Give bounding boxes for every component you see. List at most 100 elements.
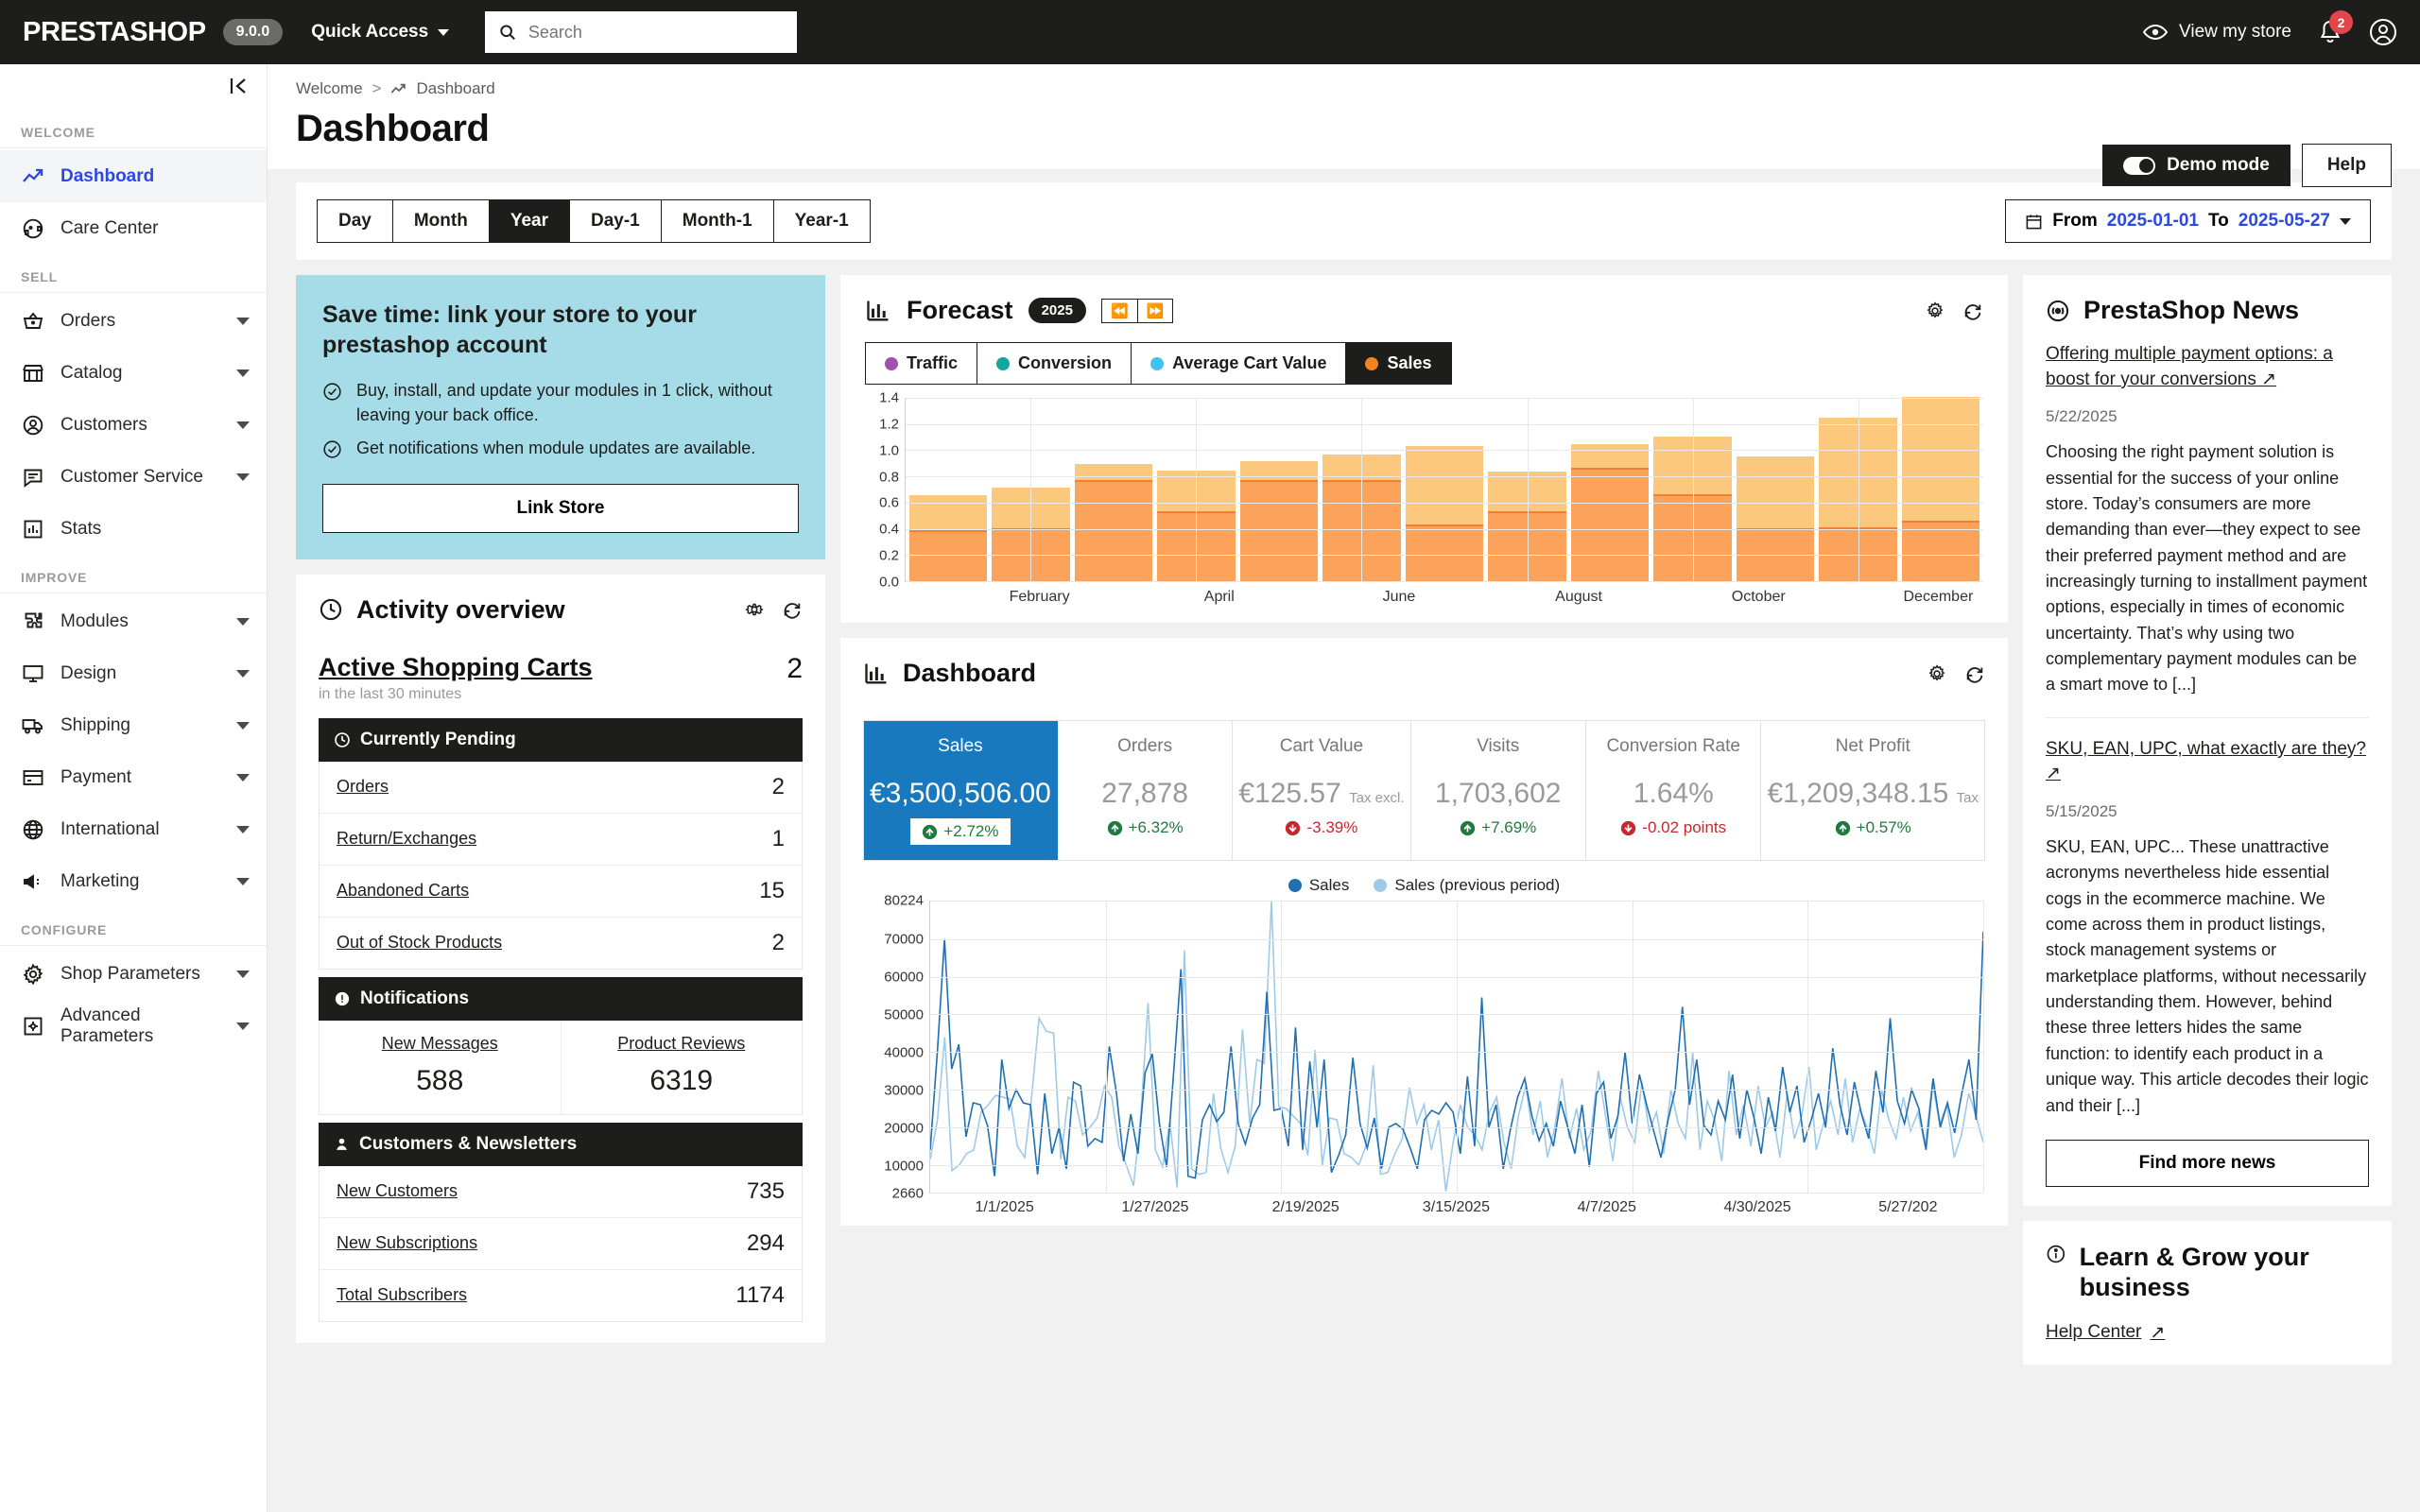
sidebar-item-marketing[interactable]: Marketing bbox=[0, 855, 267, 907]
sidebar-item-shop-parameters[interactable]: Shop Parameters bbox=[0, 948, 267, 1000]
bar[interactable] bbox=[1570, 444, 1650, 581]
info-circle-icon bbox=[2047, 1245, 2066, 1263]
sidebar-item-orders[interactable]: Orders bbox=[0, 295, 267, 347]
period-button-month-1[interactable]: Month-1 bbox=[661, 200, 774, 242]
legend-label: Sales bbox=[1308, 876, 1350, 894]
user-account-button[interactable] bbox=[2369, 18, 2397, 46]
bar[interactable] bbox=[1819, 418, 1897, 581]
gear-icon[interactable] bbox=[744, 599, 765, 620]
sidebar-item-modules[interactable]: Modules bbox=[0, 595, 267, 647]
bar[interactable] bbox=[1239, 461, 1319, 581]
list-item[interactable]: Out of Stock Products 2 bbox=[320, 918, 802, 969]
search-box[interactable] bbox=[485, 11, 798, 53]
sidebar-item-customer-service[interactable]: Customer Service bbox=[0, 451, 267, 503]
x-axis-labels: 1/1/2025 1/27/2025 2/19/2025 3/15/2025 4/7/2… bbox=[865, 1199, 1983, 1216]
sidebar-item-stats[interactable]: Stats bbox=[0, 503, 267, 555]
list-item[interactable]: New Customers 735 bbox=[320, 1166, 802, 1218]
notifications-button[interactable]: 2 bbox=[2318, 10, 2353, 45]
list-item[interactable]: Return/Exchanges 1 bbox=[320, 814, 802, 866]
row-label[interactable]: Out of Stock Products bbox=[337, 933, 503, 953]
notification-cell[interactable]: New Messages 588 bbox=[320, 1020, 562, 1114]
cell-label[interactable]: Product Reviews bbox=[617, 1033, 746, 1053]
refresh-icon[interactable] bbox=[1964, 663, 1985, 684]
y-axis-tick: 80224 bbox=[884, 892, 924, 909]
sidebar-item-advanced-parameters[interactable]: Advanced Parameters bbox=[0, 1000, 267, 1052]
list-item[interactable]: Abandoned Carts 15 bbox=[320, 866, 802, 918]
tab-traffic[interactable]: Traffic bbox=[866, 343, 978, 384]
help-button[interactable]: Help bbox=[2301, 144, 2392, 187]
kpi-row: Sales €3,500,506.00 +2.72% Orders 27,878 bbox=[863, 720, 1985, 861]
gear-icon[interactable] bbox=[1925, 301, 1945, 321]
search-input[interactable] bbox=[527, 22, 785, 43]
cell-label[interactable]: New Messages bbox=[381, 1033, 498, 1053]
bar[interactable] bbox=[1736, 455, 1815, 581]
sidebar-item-care-center[interactable]: Care Center bbox=[0, 202, 267, 254]
bar[interactable] bbox=[1488, 472, 1566, 581]
sidebar-item-shipping[interactable]: Shipping bbox=[0, 699, 267, 751]
y-axis-tick: 20000 bbox=[884, 1120, 924, 1137]
date-range-picker[interactable]: From 2025-01-01 To 2025-05-27 bbox=[2005, 199, 2371, 243]
demo-mode-toggle[interactable]: Demo mode bbox=[2102, 145, 2290, 186]
row-label[interactable]: New Subscriptions bbox=[337, 1233, 478, 1253]
kpi-card-sales[interactable]: Sales €3,500,506.00 +2.72% bbox=[864, 721, 1058, 860]
refresh-icon[interactable] bbox=[1962, 301, 1983, 321]
tab-conversion[interactable]: Conversion bbox=[977, 343, 1132, 384]
row-label[interactable]: Total Subscribers bbox=[337, 1285, 468, 1305]
active-shopping-carts-label[interactable]: Active Shopping Carts bbox=[319, 652, 593, 681]
kpi-label: Net Profit bbox=[1835, 736, 1910, 756]
previous-period-icon[interactable]: ⏪ bbox=[1102, 299, 1138, 322]
collapse-sidebar-icon[interactable] bbox=[229, 76, 250, 96]
period-button-day-1[interactable]: Day-1 bbox=[570, 200, 662, 242]
period-button-year-1[interactable]: Year-1 bbox=[773, 200, 870, 242]
active-shopping-carts-value: 2 bbox=[786, 652, 803, 684]
tab-sales[interactable]: Sales bbox=[1346, 343, 1451, 384]
sidebar-item-customers[interactable]: Customers bbox=[0, 399, 267, 451]
kpi-card-net-profit[interactable]: Net Profit €1,209,348.15 Tax +0.57% bbox=[1761, 721, 1985, 860]
view-my-store-link[interactable]: View my store bbox=[2143, 22, 2291, 43]
row-value: 2 bbox=[771, 773, 785, 799]
bar[interactable] bbox=[1901, 397, 1980, 581]
calendar-icon bbox=[2026, 214, 2042, 229]
news-article-link[interactable]: SKU, EAN, UPC, what exactly are they? ↗ bbox=[2046, 737, 2369, 787]
bar[interactable] bbox=[909, 495, 988, 581]
bar[interactable] bbox=[1405, 445, 1484, 581]
bar[interactable] bbox=[1653, 436, 1732, 581]
refresh-icon[interactable] bbox=[782, 599, 803, 620]
link-store-button[interactable]: Link Store bbox=[322, 483, 799, 533]
sidebar-item-design[interactable]: Design bbox=[0, 647, 267, 699]
row-label[interactable]: Return/Exchanges bbox=[337, 829, 477, 849]
prestashop-logo[interactable]: PRESTASHOP bbox=[23, 16, 206, 47]
promo-bullet: Buy, install, and update your modules in… bbox=[322, 379, 799, 427]
period-button-month[interactable]: Month bbox=[392, 200, 490, 242]
find-more-news-button[interactable]: Find more news bbox=[2046, 1139, 2369, 1187]
row-label[interactable]: Abandoned Carts bbox=[337, 881, 470, 901]
news-article-link[interactable]: Offering multiple payment options: a boo… bbox=[2046, 342, 2369, 392]
help-center-link[interactable]: Help Center ↗ bbox=[2023, 1313, 2392, 1365]
bar[interactable] bbox=[992, 488, 1070, 581]
chat-icon bbox=[21, 465, 45, 490]
row-label[interactable]: New Customers bbox=[337, 1181, 458, 1201]
list-item[interactable]: Total Subscribers 1174 bbox=[320, 1270, 802, 1321]
period-button-year[interactable]: Year bbox=[489, 200, 570, 242]
list-item[interactable]: Orders 2 bbox=[320, 762, 802, 814]
bar[interactable] bbox=[1074, 464, 1153, 581]
arrow-down-circle-icon bbox=[1621, 820, 1636, 835]
notification-cell[interactable]: Product Reviews 6319 bbox=[562, 1021, 803, 1114]
sidebar-item-payment[interactable]: Payment bbox=[0, 751, 267, 803]
gridline bbox=[906, 450, 1983, 452]
row-label[interactable]: Orders bbox=[337, 777, 389, 797]
next-period-icon[interactable]: ⏩ bbox=[1146, 302, 1165, 319]
breadcrumb-root[interactable]: Welcome bbox=[296, 79, 363, 97]
list-item[interactable]: New Subscriptions 294 bbox=[320, 1218, 802, 1270]
period-button-day[interactable]: Day bbox=[318, 200, 393, 242]
gear-icon[interactable] bbox=[1927, 663, 1947, 684]
kpi-card-cart-value[interactable]: Cart Value €125.57 Tax excl. -3.39% bbox=[1233, 721, 1411, 860]
kpi-card-visits[interactable]: Visits 1,703,602 +7.69% bbox=[1410, 721, 1586, 860]
kpi-card-orders[interactable]: Orders 27,878 +6.32% bbox=[1057, 721, 1234, 860]
sidebar-item-international[interactable]: International bbox=[0, 803, 267, 855]
sidebar-item-catalog[interactable]: Catalog bbox=[0, 347, 267, 399]
tab-average-cart-value[interactable]: Average Cart Value bbox=[1132, 343, 1347, 384]
kpi-card-conversion-rate[interactable]: Conversion Rate 1.64% -0.02 points bbox=[1585, 721, 1762, 860]
quick-access-menu[interactable]: Quick Access bbox=[311, 22, 450, 43]
sidebar-item-dashboard[interactable]: Dashboard bbox=[0, 150, 267, 202]
